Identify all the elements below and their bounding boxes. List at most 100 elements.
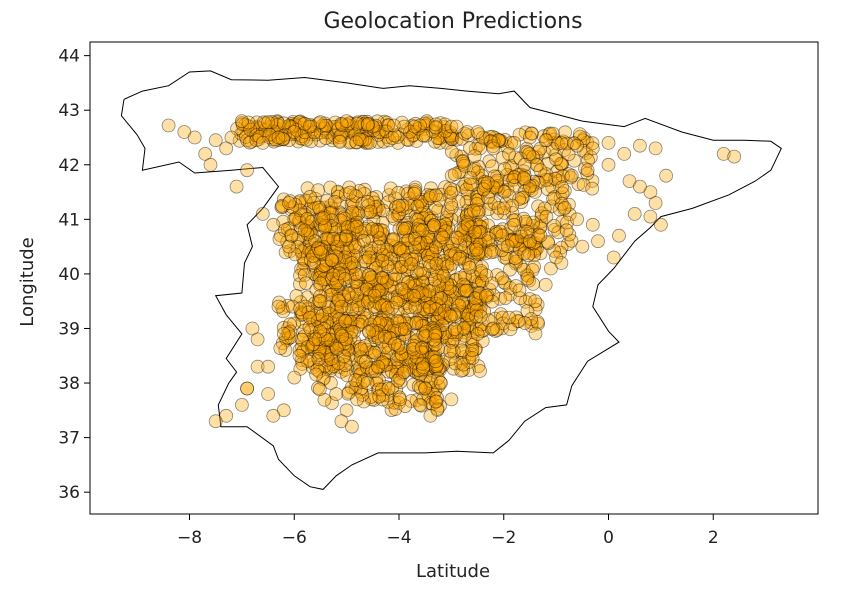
scatter-point	[351, 206, 366, 221]
scatter-point	[411, 291, 426, 306]
scatter-point	[408, 273, 423, 288]
scatter-point	[420, 248, 435, 263]
scatter-point	[458, 270, 473, 285]
scatter-point	[361, 243, 376, 258]
scatter-point	[287, 370, 302, 385]
scatter-point	[351, 356, 366, 371]
scatter-point	[472, 244, 487, 259]
scatter-point	[409, 350, 424, 365]
scatter-point	[338, 340, 353, 355]
scatter-point	[389, 271, 404, 286]
scatter-point	[404, 235, 419, 250]
scatter-point	[468, 291, 483, 306]
scatter-point	[442, 281, 457, 296]
scatter-point	[311, 351, 326, 366]
scatter-point	[324, 338, 339, 353]
scatter-point	[317, 346, 332, 361]
scatter-point	[393, 241, 408, 255]
scatter-point	[319, 342, 334, 357]
scatter-point	[483, 237, 498, 252]
scatter-point	[448, 272, 463, 287]
scatter-point	[472, 203, 487, 218]
scatter-point	[440, 284, 455, 298]
scatter-point	[449, 119, 464, 134]
scatter-point	[302, 234, 317, 249]
scatter-point	[400, 287, 415, 302]
scatter-point	[461, 321, 476, 336]
scatter-point	[327, 336, 342, 351]
scatter-point	[387, 320, 401, 335]
scatter-point	[495, 310, 510, 325]
scatter-point	[349, 378, 364, 392]
scatter-point	[472, 247, 487, 261]
scatter-point	[415, 340, 429, 355]
scatter-point	[323, 236, 338, 251]
scatter-point	[413, 397, 427, 412]
scatter-point	[296, 251, 311, 266]
scatter-point	[391, 253, 406, 268]
scatter-point	[339, 311, 354, 326]
scatter-point	[339, 229, 353, 244]
scatter-point	[360, 117, 375, 132]
scatter-point	[332, 319, 347, 334]
scatter-point	[409, 393, 424, 408]
scatter-point	[470, 228, 484, 243]
scatter-point	[470, 240, 485, 254]
scatter-point	[376, 352, 391, 367]
scatter-point	[354, 314, 369, 329]
scatter-point	[415, 223, 430, 238]
scatter-point	[317, 371, 331, 386]
scatter-point	[314, 264, 329, 279]
scatter-point	[240, 381, 255, 396]
scatter-point	[380, 242, 395, 257]
scatter-point	[488, 311, 503, 326]
scatter-point	[376, 203, 390, 218]
scatter-point	[444, 392, 459, 407]
scatter-point	[261, 115, 276, 130]
scatter-point	[450, 231, 465, 245]
scatter-point	[473, 289, 488, 304]
scatter-point	[410, 225, 425, 240]
scatter-point	[390, 289, 405, 303]
scatter-point	[390, 208, 405, 223]
scatter-point	[396, 325, 411, 340]
scatter-point	[381, 317, 395, 332]
scatter-point	[399, 252, 413, 267]
scatter-point	[420, 318, 435, 332]
scatter-point	[261, 387, 276, 401]
scatter-point	[420, 304, 435, 319]
scatter-point	[298, 193, 313, 208]
scatter-point	[463, 192, 478, 207]
y-tick-label: 44	[58, 47, 80, 67]
scatter-point	[436, 268, 451, 283]
scatter-point	[411, 236, 426, 251]
scatter-point	[359, 342, 374, 357]
scatter-point	[369, 318, 384, 333]
scatter-point	[601, 135, 616, 150]
scatter-point	[484, 245, 499, 260]
scatter-point	[331, 266, 345, 281]
scatter-point	[352, 317, 367, 332]
scatter-point	[458, 283, 472, 298]
scatter-point	[457, 284, 472, 299]
scatter-point	[465, 351, 480, 366]
scatter-point	[378, 299, 393, 314]
scatter-point	[402, 360, 417, 375]
scatter-point	[471, 218, 486, 232]
scatter-point	[320, 333, 335, 348]
scatter-point	[352, 361, 367, 375]
scatter-point	[351, 307, 366, 322]
scatter-point	[413, 255, 428, 270]
scatter-point	[348, 381, 363, 396]
scatter-point	[474, 264, 488, 278]
scatter-point	[382, 320, 397, 335]
scatter-point	[424, 350, 439, 365]
scatter-point	[486, 321, 501, 336]
scatter-point	[433, 359, 448, 374]
scatter-point	[369, 373, 384, 387]
scatter-point	[415, 266, 430, 281]
scatter-point	[443, 181, 458, 196]
scatter-point	[271, 130, 286, 145]
scatter-point	[464, 230, 479, 245]
scatter-point	[513, 258, 528, 273]
